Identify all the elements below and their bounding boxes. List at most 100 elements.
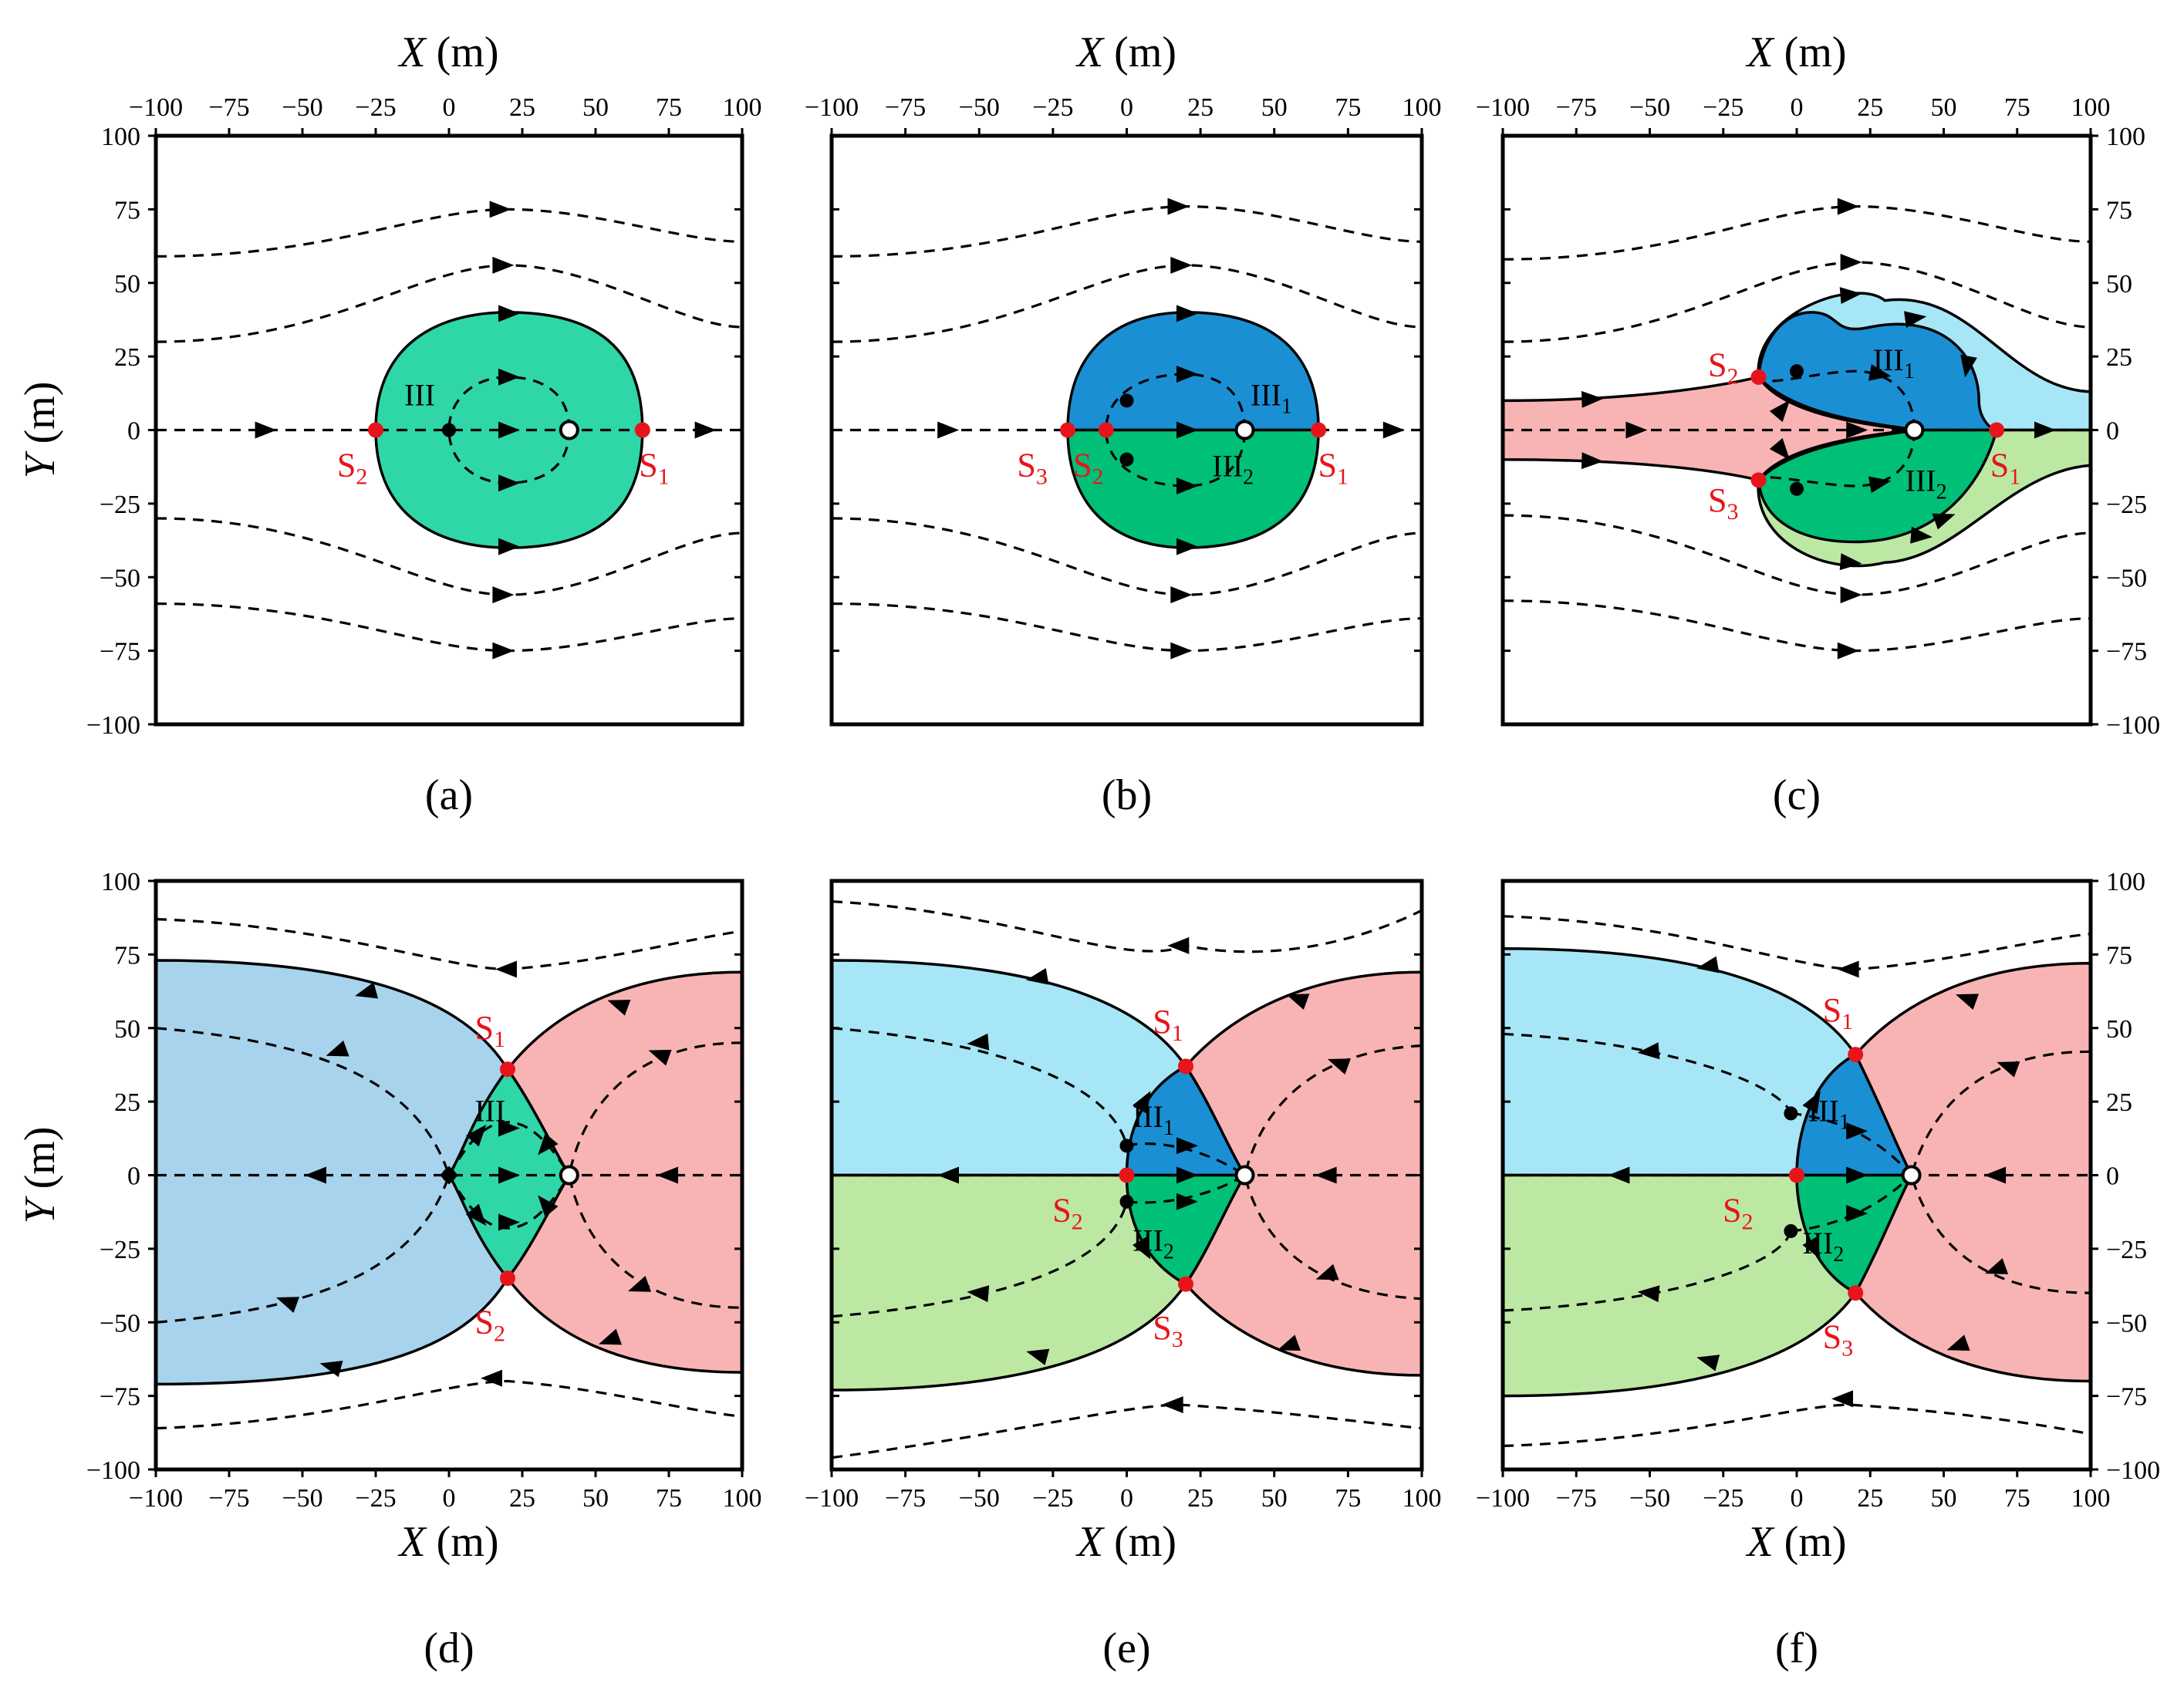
axis-ticks: −100 −75 −50 −25 0 25 50 75 100 <box>805 93 1442 726</box>
center-point <box>1784 1106 1798 1121</box>
y-tick-label: 25 <box>114 1088 140 1117</box>
streamline <box>831 602 1423 653</box>
x-tick-label: −100 <box>129 1484 183 1513</box>
panel-label: (c) <box>1773 771 1821 819</box>
flow-arrow <box>937 1166 959 1184</box>
y-tick-label: −25 <box>2106 491 2147 519</box>
region-label: III2 <box>1906 463 1947 504</box>
x-tick-label: 50 <box>582 93 609 122</box>
flow-arrow <box>657 1166 678 1184</box>
flow-arrow <box>1608 1166 1630 1184</box>
flow-arrow <box>1946 1334 1970 1351</box>
streamline <box>831 1027 1129 1146</box>
flow-arrow <box>1176 366 1198 383</box>
panel-regions <box>830 959 1423 1392</box>
panel-label: (d) <box>424 1625 474 1672</box>
flow-arrow <box>1170 256 1193 274</box>
x-tick-label: 100 <box>2071 1484 2111 1513</box>
flow-arrow <box>492 642 515 660</box>
axis-ticks: −100 −100 −75 −75 −50 −50 −25 −25 0 0 25 25 50 50 75 75… <box>86 93 762 740</box>
x-tick-label: −25 <box>1032 1484 1073 1513</box>
flow-arrow <box>326 1040 349 1057</box>
x-tick-label: −50 <box>959 93 1000 122</box>
panel-e: −100 −75 −50 −25 0 25 50 75 100 X (m) (e) III1 III2 S… <box>805 879 1442 1672</box>
flow-arrow <box>1176 1137 1198 1155</box>
panel-label: (e) <box>1102 1625 1150 1672</box>
streamline <box>1909 1050 2091 1294</box>
y-axis-title: Y (m) <box>16 1126 64 1223</box>
flow-arrow <box>1637 1285 1660 1303</box>
saddle-label: S1 <box>1318 446 1349 489</box>
center-point <box>1119 452 1134 467</box>
x-tick-label: 100 <box>1403 1484 1442 1513</box>
center-point <box>1790 364 1804 379</box>
flow-arrow <box>538 1195 559 1217</box>
panel-d: −100−100 −75 −75 −50 −50 −25 −25 0 0 25 25 50 50 75 75… <box>16 868 762 1672</box>
axis-ticks: −100 −100 −75 −75 −50 −50 −25 −25 0 0 25 25 50 50 75 75… <box>1476 93 2160 740</box>
flow-arrow <box>465 1203 487 1226</box>
flow-arrow <box>538 1133 559 1156</box>
flow-arrow <box>967 1285 990 1303</box>
flow-arrow <box>1696 956 1720 973</box>
saddle-label: S1 <box>1153 1003 1183 1046</box>
flow-arrow <box>1167 197 1190 215</box>
axis-ticks: −100 −75 −50 −25 0 25 50 75 100 <box>805 879 1442 1513</box>
flow-arrow <box>1868 364 1892 381</box>
panel-a: −100 −100 −75 −75 −50 −50 −25 −25 0 0 25 25 50 50 75 75… <box>16 29 762 819</box>
axis-ticks: −100 −100 −75 −75 −50 −50 −25 −25 0 0 25 25 50 50 75 75… <box>1476 868 2160 1513</box>
flow-arrow <box>1960 354 1977 378</box>
y-tick-label: −50 <box>2106 564 2147 592</box>
y-tick-label: 100 <box>2106 868 2145 896</box>
flow-arrow <box>937 421 960 439</box>
saddle-label: S2 <box>337 446 367 489</box>
node-point <box>559 1165 579 1186</box>
x-tick-label: −75 <box>208 1484 249 1513</box>
region-label: III2 <box>1212 448 1254 489</box>
y-tick-label: 75 <box>114 941 140 970</box>
y-tick-label: −100 <box>86 1456 140 1485</box>
x-tick-label: 0 <box>443 93 456 122</box>
flow-arrow <box>627 1276 652 1292</box>
flow-arrow <box>355 982 379 999</box>
flow-arrow <box>1840 254 1862 271</box>
y-tick-label: 75 <box>2106 941 2132 970</box>
x-tick-label: 50 <box>1261 93 1288 122</box>
flow-arrow <box>1581 390 1604 408</box>
flow-arrow <box>598 1328 623 1345</box>
y-tick-label: 25 <box>2106 343 2132 372</box>
x-tick-label: 25 <box>1857 93 1883 122</box>
y-tick-label: 75 <box>2106 196 2132 224</box>
y-tick-label: 0 <box>2106 417 2119 446</box>
flow-arrow <box>1955 994 1980 1011</box>
y-tick-label: 0 <box>127 417 140 446</box>
x-tick-label: 75 <box>2004 93 2030 122</box>
flow-arrow <box>498 368 520 386</box>
flow-arrow <box>1161 1396 1183 1414</box>
flow-arrow <box>495 960 517 978</box>
region-label: III1 <box>1873 342 1915 383</box>
streamline <box>447 376 571 484</box>
x-axis-title: X (m) <box>1745 29 1846 76</box>
panel-streamlines <box>1502 915 2091 1448</box>
center-point <box>442 1168 456 1183</box>
x-tick-label: 0 <box>1120 93 1133 122</box>
y-axis-title: Y (m) <box>16 381 64 478</box>
y-tick-label: 50 <box>114 270 140 299</box>
flow-arrow <box>1637 1042 1660 1060</box>
x-tick-label: 25 <box>1857 1484 1883 1513</box>
flow-arrow <box>1132 1091 1151 1114</box>
saddle-point <box>368 422 383 438</box>
panel-streamlines <box>155 918 743 1430</box>
center-point <box>1119 1194 1134 1209</box>
flow-arrow <box>1868 476 1892 494</box>
flow-arrow <box>1997 1061 2020 1078</box>
flow-arrow <box>1170 642 1193 660</box>
y-tick-label: −75 <box>100 638 140 666</box>
y-tick-label: −100 <box>2106 711 2160 740</box>
flow-arrow <box>1581 452 1604 470</box>
saddle-point <box>1789 1167 1804 1183</box>
x-tick-label: 75 <box>656 93 682 122</box>
flow-arrow <box>1176 1166 1198 1184</box>
streamline <box>831 1403 1423 1459</box>
flow-arrow <box>1846 1205 1868 1223</box>
